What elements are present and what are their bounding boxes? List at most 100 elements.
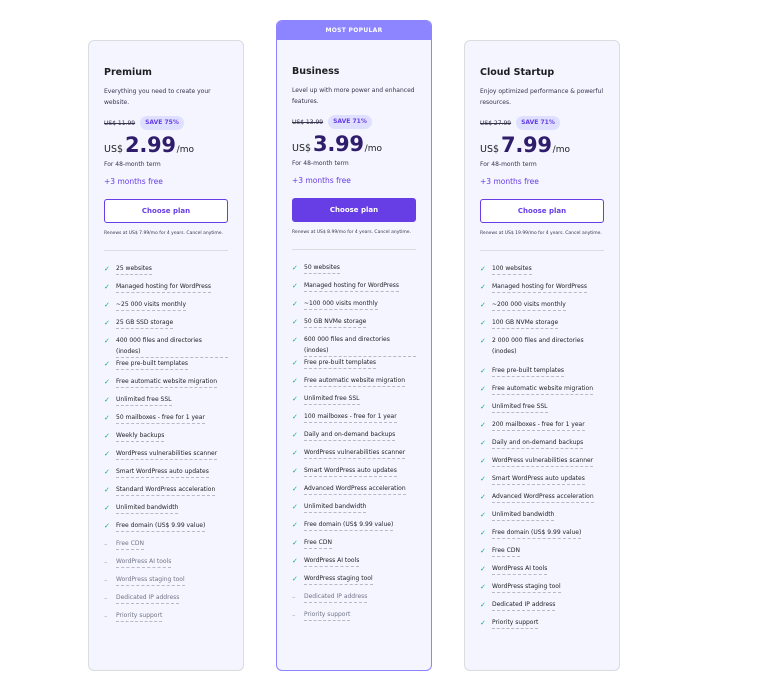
feature-text[interactable]: Priority support bbox=[304, 609, 351, 621]
check-icon: ✓ bbox=[292, 539, 298, 547]
feature-item: – Dedicated IP address bbox=[292, 591, 416, 609]
plan-description: Enjoy optimized performance & powerful r… bbox=[480, 88, 604, 106]
feature-text[interactable]: Unlimited free SSL bbox=[492, 401, 548, 413]
feature-item: ✓ Free automatic website migration bbox=[480, 383, 604, 401]
check-icon: ✓ bbox=[480, 319, 486, 327]
feature-text[interactable]: WordPress AI tools bbox=[492, 563, 548, 575]
feature-text[interactable]: Managed hosting for WordPress bbox=[304, 280, 400, 292]
choose-plan-button-premium[interactable]: Choose plan bbox=[104, 199, 228, 223]
price-period: /mo bbox=[552, 145, 570, 155]
feature-text[interactable]: Free CDN bbox=[492, 545, 520, 557]
feature-text[interactable]: Free automatic website migration bbox=[116, 376, 217, 388]
feature-text[interactable]: Unlimited free SSL bbox=[304, 393, 360, 405]
feature-text[interactable]: WordPress vulnerabilities scanner bbox=[116, 448, 218, 460]
bonus-months: +3 months free bbox=[480, 177, 539, 186]
feature-text[interactable]: Managed hosting for WordPress bbox=[492, 281, 588, 293]
feature-text[interactable]: WordPress staging tool bbox=[304, 573, 373, 585]
feature-text[interactable]: Smart WordPress auto updates bbox=[116, 466, 209, 478]
feature-item: ✓ Free pre-built templates bbox=[292, 357, 416, 375]
feature-text[interactable]: 400 000 files and directories (inodes) bbox=[116, 335, 228, 358]
old-price: US$ 13.99 bbox=[292, 118, 324, 126]
check-icon: ✓ bbox=[104, 337, 110, 345]
feature-text[interactable]: WordPress staging tool bbox=[492, 581, 561, 593]
feature-text[interactable]: Priority support bbox=[116, 610, 163, 622]
feature-text[interactable]: ~200 000 visits monthly bbox=[492, 299, 566, 311]
feature-text[interactable]: WordPress AI tools bbox=[304, 555, 360, 567]
price: US$ 2.99 /mo bbox=[104, 133, 228, 159]
feature-text[interactable]: 100 websites bbox=[492, 263, 532, 275]
feature-item: – Priority support bbox=[104, 610, 228, 628]
feature-text[interactable]: ~100 000 visits monthly bbox=[304, 298, 378, 310]
feature-text[interactable]: Unlimited bandwidth bbox=[492, 509, 555, 521]
feature-item: ✓ Free pre-built templates bbox=[480, 365, 604, 383]
feature-text[interactable]: Free domain (US$ 9.99 value) bbox=[304, 519, 394, 531]
feature-item: ✓ 50 GB NVMe storage bbox=[292, 316, 416, 334]
choose-plan-button-cloud-startup[interactable]: Choose plan bbox=[480, 199, 604, 223]
feature-item: ✓ 100 websites bbox=[480, 263, 604, 281]
feature-item: ✓ Managed hosting for WordPress bbox=[104, 281, 228, 299]
feature-text[interactable]: 2 000 000 files and directories (inodes) bbox=[492, 337, 584, 355]
feature-text[interactable]: Advanced WordPress acceleration bbox=[304, 483, 406, 495]
feature-text[interactable]: Free pre-built templates bbox=[304, 357, 377, 369]
feature-text[interactable]: Free domain (US$ 9.99 value) bbox=[116, 520, 206, 532]
feature-text[interactable]: Free pre-built templates bbox=[492, 365, 565, 377]
save-badge: SAVE 71% bbox=[328, 115, 372, 129]
check-icon: ✓ bbox=[480, 583, 486, 591]
feature-text[interactable]: Managed hosting for WordPress bbox=[116, 281, 212, 293]
feature-text[interactable]: 25 GB SSD storage bbox=[116, 317, 174, 329]
feature-text[interactable]: Daily and on-demand backups bbox=[492, 437, 584, 449]
feature-text[interactable]: Free automatic website migration bbox=[492, 383, 593, 395]
feature-text[interactable]: Priority support bbox=[492, 617, 539, 629]
feature-text[interactable]: WordPress vulnerabilities scanner bbox=[304, 447, 406, 459]
feature-text[interactable]: WordPress staging tool bbox=[116, 574, 185, 586]
check-icon: ✓ bbox=[480, 283, 486, 291]
feature-text[interactable]: Unlimited bandwidth bbox=[304, 501, 367, 513]
feature-text[interactable]: WordPress vulnerabilities scanner bbox=[492, 455, 594, 467]
feature-text[interactable]: Smart WordPress auto updates bbox=[492, 473, 585, 485]
feature-text[interactable]: Unlimited free SSL bbox=[116, 394, 172, 406]
check-icon: ✓ bbox=[104, 414, 110, 422]
price-amount: 7.99 bbox=[501, 133, 552, 157]
save-badge: SAVE 75% bbox=[140, 116, 184, 130]
feature-item: ✓ WordPress vulnerabilities scanner bbox=[292, 447, 416, 465]
check-icon: ✓ bbox=[292, 431, 298, 439]
feature-text[interactable]: Standard WordPress acceleration bbox=[116, 484, 216, 496]
feature-text[interactable]: 50 mailboxes - free for 1 year bbox=[116, 412, 205, 424]
check-icon: ✓ bbox=[292, 467, 298, 475]
check-icon: ✓ bbox=[480, 265, 486, 273]
feature-item: ✓ ~200 000 visits monthly bbox=[480, 299, 604, 317]
feature-text[interactable]: Free CDN bbox=[116, 538, 144, 550]
feature-item: ✓ WordPress staging tool bbox=[292, 573, 416, 591]
feature-item: ✓ Managed hosting for WordPress bbox=[292, 280, 416, 298]
feature-text[interactable]: Dedicated IP address bbox=[116, 592, 180, 604]
feature-text[interactable]: Dedicated IP address bbox=[492, 599, 556, 611]
feature-text[interactable]: 50 GB NVMe storage bbox=[304, 316, 367, 328]
feature-text[interactable]: 600 000 files and directories (inodes) bbox=[304, 334, 416, 357]
feature-text[interactable]: 100 mailboxes - free for 1 year bbox=[304, 411, 397, 423]
feature-text[interactable]: 50 websites bbox=[304, 262, 340, 274]
feature-item: ✓ 25 GB SSD storage bbox=[104, 317, 228, 335]
choose-plan-button-business[interactable]: Choose plan bbox=[292, 198, 416, 222]
feature-text[interactable]: WordPress AI tools bbox=[116, 556, 172, 568]
feature-text[interactable]: Daily and on-demand backups bbox=[304, 429, 396, 441]
feature-item: ✓ Priority support bbox=[480, 617, 604, 635]
price: US$ 7.99 /mo bbox=[480, 133, 604, 159]
feature-text[interactable]: Free automatic website migration bbox=[304, 375, 405, 387]
feature-text[interactable]: Weekly backups bbox=[116, 430, 165, 442]
feature-text[interactable]: Free domain (US$ 9.99 value) bbox=[492, 527, 582, 539]
check-icon: ✓ bbox=[292, 264, 298, 272]
feature-text[interactable]: Smart WordPress auto updates bbox=[304, 465, 397, 477]
feature-text[interactable]: Dedicated IP address bbox=[304, 591, 368, 603]
most-popular-badge: MOST POPULAR bbox=[277, 21, 431, 40]
price-row: US$ 27.99 SAVE 71% bbox=[480, 116, 604, 130]
check-icon: ✓ bbox=[104, 504, 110, 512]
feature-text[interactable]: Advanced WordPress acceleration bbox=[492, 491, 594, 503]
feature-text[interactable]: 100 GB NVMe storage bbox=[492, 317, 559, 329]
feature-text[interactable]: ~25 000 visits monthly bbox=[116, 299, 187, 311]
price-currency: US$ bbox=[292, 143, 312, 154]
feature-text[interactable]: Free CDN bbox=[304, 537, 332, 549]
feature-text[interactable]: Free pre-built templates bbox=[116, 358, 189, 370]
feature-text[interactable]: 25 websites bbox=[116, 263, 152, 275]
feature-text[interactable]: 200 mailboxes - free for 1 year bbox=[492, 419, 585, 431]
feature-text[interactable]: Unlimited bandwidth bbox=[116, 502, 179, 514]
